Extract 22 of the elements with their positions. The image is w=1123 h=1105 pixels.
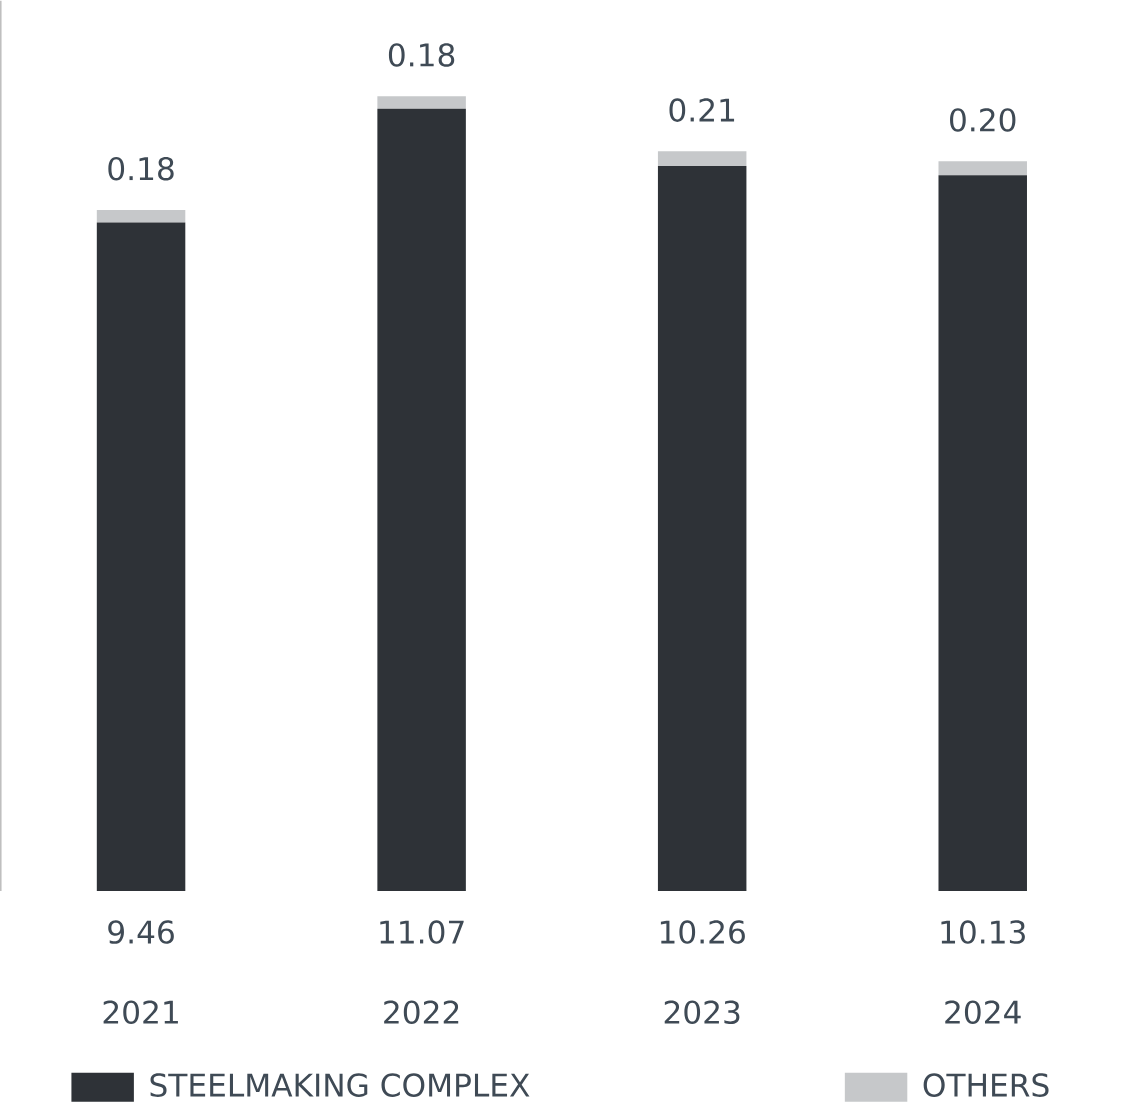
bar <box>657 165 747 891</box>
bar <box>938 160 1027 176</box>
bar <box>377 95 466 109</box>
data-label: 0.18 <box>108 156 174 181</box>
bar <box>96 222 186 891</box>
bar <box>657 151 747 166</box>
x-tick-label: 2021 <box>103 1000 178 1024</box>
data-label: 10.13 <box>941 920 1025 944</box>
x-tick-label: 2024 <box>945 1000 1021 1024</box>
legend-label: OTHERS <box>923 1073 1049 1097</box>
data-label: 0.18 <box>388 43 455 67</box>
bar <box>96 209 186 223</box>
data-label: 11.07 <box>380 920 464 944</box>
x-tick-label: 2023 <box>664 1000 740 1024</box>
legend-label: STEELMAKING COMPLEX <box>150 1073 530 1097</box>
bar <box>938 175 1027 891</box>
x-tick-label: 2022 <box>384 1000 459 1024</box>
data-label: 9.46 <box>108 920 174 944</box>
bar <box>377 108 466 891</box>
data-label: 10.26 <box>660 920 745 944</box>
data-label: 0.21 <box>669 98 735 122</box>
data-label: 0.20 <box>950 107 1016 132</box>
